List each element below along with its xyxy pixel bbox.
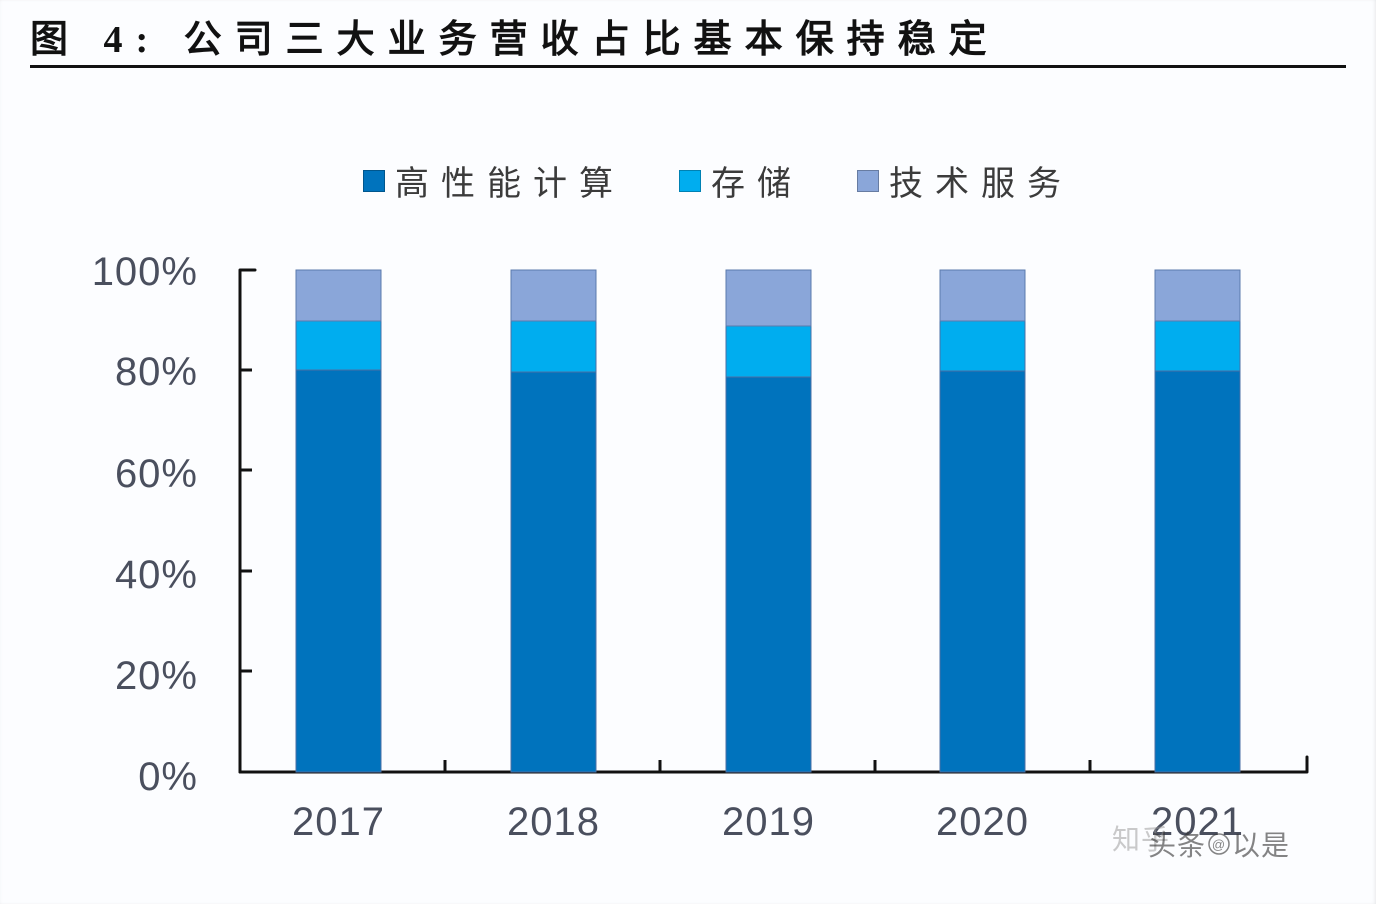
svg-text:@: @ (1212, 837, 1226, 852)
